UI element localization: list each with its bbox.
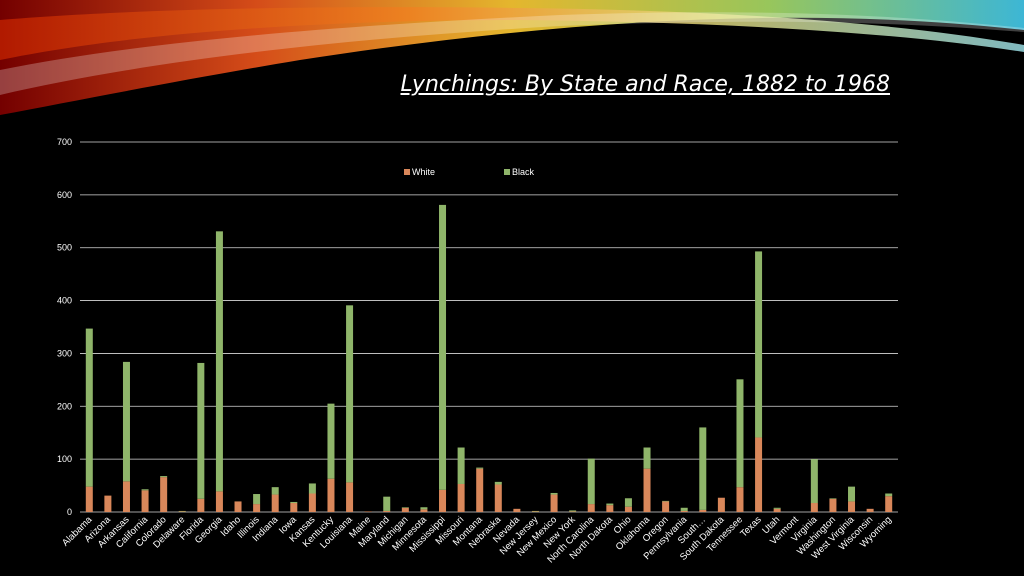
bar-white-15 <box>364 511 372 512</box>
bar-white-12 <box>308 493 316 512</box>
bar-white-5 <box>178 511 186 512</box>
bar-white-35 <box>736 487 744 512</box>
bar-white-40 <box>829 498 837 512</box>
bar-black-10 <box>271 487 279 495</box>
decorative-swoosh-banner <box>0 0 1024 115</box>
bar-black-7 <box>215 231 223 492</box>
bar-white-43 <box>885 496 893 512</box>
bar-white-18 <box>420 509 428 512</box>
bar-black-16 <box>383 496 391 511</box>
bar-black-25 <box>550 492 558 495</box>
bar-black-32 <box>680 507 688 511</box>
bar-black-28 <box>606 503 614 506</box>
bar-white-37 <box>773 508 781 512</box>
y-tick-label-300: 300 <box>57 348 72 358</box>
bar-white-34 <box>717 497 725 512</box>
bar-black-18 <box>420 507 428 510</box>
y-tick-label-200: 200 <box>57 401 72 411</box>
legend-label-1: Black <box>512 167 535 177</box>
bar-white-31 <box>662 501 670 512</box>
bar-white-7 <box>215 491 223 512</box>
bar-white-33 <box>699 509 707 512</box>
bar-black-36 <box>755 251 763 438</box>
bar-white-41 <box>848 501 856 512</box>
bar-black-4 <box>160 476 168 478</box>
bar-black-3 <box>141 489 149 491</box>
bar-white-36 <box>755 437 763 512</box>
bar-white-21 <box>476 468 484 512</box>
legend-swatch-0 <box>404 169 410 175</box>
bar-white-42 <box>866 508 874 512</box>
bar-white-39 <box>810 503 818 512</box>
bar-white-16 <box>383 510 391 512</box>
x-tick-label-36: Texas <box>738 514 764 540</box>
bar-black-27 <box>587 458 595 505</box>
bar-black-26 <box>569 510 577 512</box>
bar-black-43 <box>885 493 893 497</box>
bar-black-19 <box>439 204 447 490</box>
bar-white-2 <box>122 481 130 512</box>
bar-black-9 <box>253 494 261 505</box>
slide-title: Lynchings: By State and Race, 1882 to 19… <box>400 72 890 97</box>
bar-white-8 <box>234 501 242 512</box>
bar-white-22 <box>494 484 502 512</box>
bar-black-21 <box>476 467 484 469</box>
bar-black-14 <box>346 305 354 483</box>
y-tick-label-400: 400 <box>57 296 72 306</box>
bar-white-32 <box>680 510 688 512</box>
bar-white-9 <box>253 504 261 512</box>
bar-white-6 <box>197 498 205 512</box>
bar-white-25 <box>550 494 558 512</box>
y-tick-label-0: 0 <box>67 507 72 517</box>
bar-white-4 <box>160 477 168 512</box>
bar-black-13 <box>327 403 335 479</box>
bar-black-11 <box>290 501 298 504</box>
bar-white-19 <box>439 489 447 512</box>
bar-white-26 <box>569 511 577 512</box>
bar-black-12 <box>308 483 316 494</box>
bar-black-22 <box>494 481 502 485</box>
bar-black-6 <box>197 362 205 499</box>
bar-white-0 <box>85 486 93 512</box>
y-tick-label-700: 700 <box>57 137 72 147</box>
bar-black-30 <box>643 447 651 469</box>
bar-black-20 <box>457 447 465 484</box>
bar-white-13 <box>327 478 335 512</box>
bar-white-14 <box>346 482 354 512</box>
bar-white-30 <box>643 468 651 512</box>
y-tick-label-500: 500 <box>57 243 72 253</box>
bar-black-31 <box>662 500 670 502</box>
bar-black-17 <box>401 507 409 508</box>
bar-black-33 <box>699 427 707 510</box>
bar-black-37 <box>773 507 781 509</box>
bar-white-20 <box>457 483 465 512</box>
bar-white-3 <box>141 490 149 512</box>
bar-black-0 <box>85 328 93 487</box>
bar-black-41 <box>848 486 856 502</box>
bar-black-24 <box>531 510 539 512</box>
bar-black-35 <box>736 379 744 488</box>
bar-white-10 <box>271 494 279 512</box>
bar-black-2 <box>122 361 130 482</box>
bar-white-29 <box>624 506 632 512</box>
bar-black-39 <box>810 459 818 504</box>
bar-white-28 <box>606 505 614 512</box>
y-tick-label-100: 100 <box>57 454 72 464</box>
bar-white-27 <box>587 504 595 512</box>
y-tick-label-600: 600 <box>57 190 72 200</box>
bar-black-5 <box>178 510 186 512</box>
bar-white-11 <box>290 503 298 512</box>
bar-white-1 <box>104 495 112 512</box>
bar-white-17 <box>401 507 409 512</box>
bar-white-23 <box>513 508 521 512</box>
legend-swatch-1 <box>504 169 510 175</box>
legend-label-0: White <box>412 167 435 177</box>
bar-black-29 <box>624 498 632 507</box>
bar-black-40 <box>829 498 837 499</box>
bar-white-24 <box>531 511 539 512</box>
